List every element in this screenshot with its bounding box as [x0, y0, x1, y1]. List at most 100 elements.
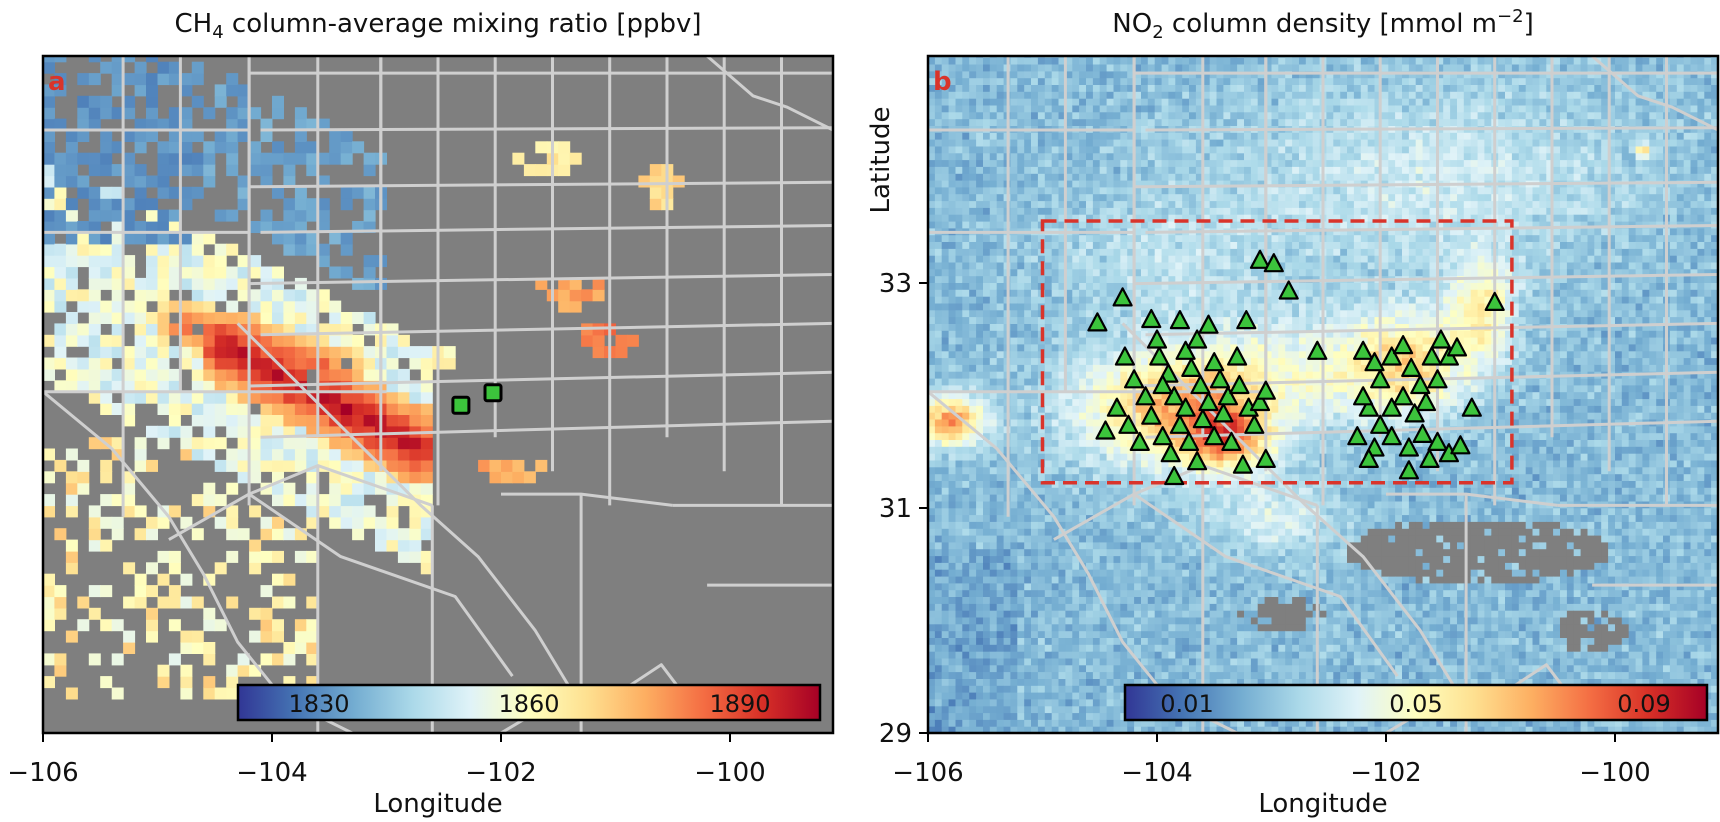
- no2-pixel: [1065, 425, 1073, 434]
- no2-pixel: [1168, 487, 1176, 495]
- no2-pixel: [1017, 419, 1025, 427]
- no2-pixel: [934, 350, 943, 359]
- no2-pixel: [1044, 214, 1053, 222]
- ch4-pixel: [363, 277, 376, 290]
- no2-pixel: [1017, 432, 1025, 440]
- no2-pixel: [1106, 548, 1115, 557]
- no2-pixel: [1072, 712, 1080, 720]
- ch4-pixel: [168, 164, 181, 177]
- no2-pixel: [983, 343, 991, 352]
- no2-pixel: [934, 637, 943, 645]
- no2-pixel: [1031, 371, 1039, 379]
- no2-pixel: [976, 221, 984, 229]
- no2-pixel: [1099, 671, 1108, 679]
- no2-pixel: [948, 603, 957, 611]
- no2-pixel: [1092, 528, 1101, 536]
- no2-pixel: [1161, 494, 1170, 502]
- no2-pixel: [1189, 603, 1197, 611]
- no2-pixel: [1017, 391, 1025, 400]
- no2-pixel: [1003, 514, 1012, 522]
- no2-pixel: [983, 64, 991, 72]
- no2-pixel: [955, 84, 963, 92]
- no2-pixel: [928, 84, 936, 92]
- no2-pixel: [1079, 555, 1087, 563]
- no2-pixel: [1147, 453, 1156, 461]
- no2-pixel: [1017, 166, 1025, 174]
- no2-pixel: [1113, 439, 1121, 447]
- no2-pixel: [948, 84, 957, 92]
- no2-pixel: [1058, 296, 1066, 304]
- no2-pixel: [1017, 289, 1025, 297]
- ch4-pixel: [134, 73, 147, 86]
- no2-pixel: [1113, 207, 1121, 215]
- no2-pixel: [962, 166, 970, 174]
- no2-pixel: [983, 111, 991, 120]
- no2-pixel: [1106, 296, 1115, 304]
- no2-pixel: [1051, 576, 1060, 584]
- no2-pixel: [989, 275, 998, 283]
- no2-pixel: [962, 64, 970, 72]
- no2-pixel: [1024, 603, 1032, 611]
- no2-pixel: [962, 70, 970, 79]
- ch4-pixel: [180, 232, 193, 245]
- no2-pixel: [1017, 705, 1025, 714]
- ch4-pixel: [203, 175, 216, 188]
- ch4-pixel: [272, 516, 284, 529]
- no2-pixel: [983, 255, 991, 263]
- no2-pixel: [1113, 425, 1121, 434]
- no2-pixel: [1120, 255, 1128, 263]
- no2-pixel: [928, 719, 936, 727]
- no2-pixel: [1113, 302, 1121, 311]
- ch4-pixel: [214, 95, 227, 108]
- ch4-pixel: [329, 130, 342, 142]
- no2-pixel: [969, 91, 977, 99]
- no2-pixel: [1044, 685, 1053, 693]
- no2-pixel: [1037, 555, 1046, 563]
- no2-pixel: [1175, 651, 1183, 659]
- ch4-pixel: [363, 255, 376, 268]
- no2-pixel: [1017, 268, 1025, 277]
- ch4-pixel: [77, 334, 90, 347]
- no2-pixel: [1141, 248, 1149, 256]
- no2-pixel: [976, 186, 984, 195]
- no2-pixel: [1182, 671, 1190, 679]
- no2-pixel: [1182, 248, 1190, 256]
- no2-pixel: [1058, 596, 1066, 604]
- no2-pixel: [1031, 555, 1039, 563]
- no2-pixel: [1010, 139, 1018, 147]
- ch4-pixel: [88, 312, 101, 324]
- no2-pixel: [1120, 193, 1128, 202]
- no2-pixel: [1051, 98, 1060, 106]
- ch4-pixel: [123, 642, 136, 654]
- no2-pixel: [928, 152, 936, 161]
- ch4-pixel: [226, 425, 239, 438]
- no2-pixel: [1044, 289, 1053, 297]
- no2-pixel: [996, 541, 1005, 550]
- no2-pixel: [976, 487, 984, 495]
- no2-pixel: [996, 596, 1005, 604]
- ch4-pixel: [88, 539, 101, 552]
- ch4-pixel: [77, 221, 90, 233]
- no2-pixel: [1051, 248, 1060, 256]
- no2-pixel: [1127, 77, 1135, 85]
- ch4-pixel: [214, 494, 227, 507]
- ch4-pixel: [420, 357, 433, 370]
- no2-pixel: [1127, 145, 1135, 154]
- no2-pixel: [941, 425, 950, 434]
- no2-pixel: [1051, 528, 1060, 536]
- no2-pixel: [1024, 330, 1032, 338]
- no2-pixel: [1037, 644, 1046, 652]
- no2-pixel: [934, 118, 943, 126]
- no2-pixel: [1037, 77, 1046, 85]
- no2-pixel: [1189, 664, 1197, 673]
- no2-pixel: [1086, 282, 1094, 290]
- no2-pixel: [969, 651, 977, 659]
- no2-pixel: [1154, 296, 1163, 304]
- no2-pixel: [1051, 261, 1060, 270]
- no2-pixel: [1079, 70, 1087, 79]
- ch4-pixel: [77, 95, 90, 108]
- no2-pixel: [1099, 268, 1108, 277]
- no2-pixel: [1168, 671, 1176, 679]
- no2-pixel: [928, 453, 936, 461]
- no2-pixel: [1058, 616, 1066, 625]
